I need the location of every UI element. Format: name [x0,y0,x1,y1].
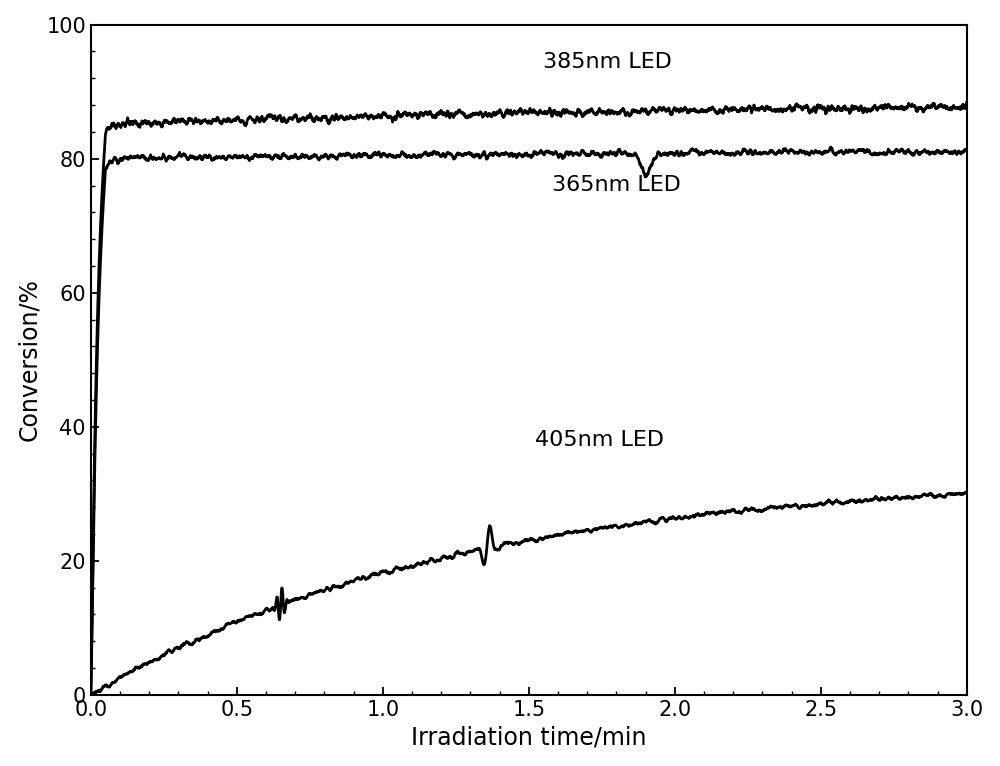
Text: 405nm LED: 405nm LED [535,430,664,450]
Text: 385nm LED: 385nm LED [543,51,672,71]
X-axis label: Irradiation time/min: Irradiation time/min [411,725,647,749]
Y-axis label: Conversion/%: Conversion/% [17,278,41,441]
Text: 365nm LED: 365nm LED [552,175,681,195]
